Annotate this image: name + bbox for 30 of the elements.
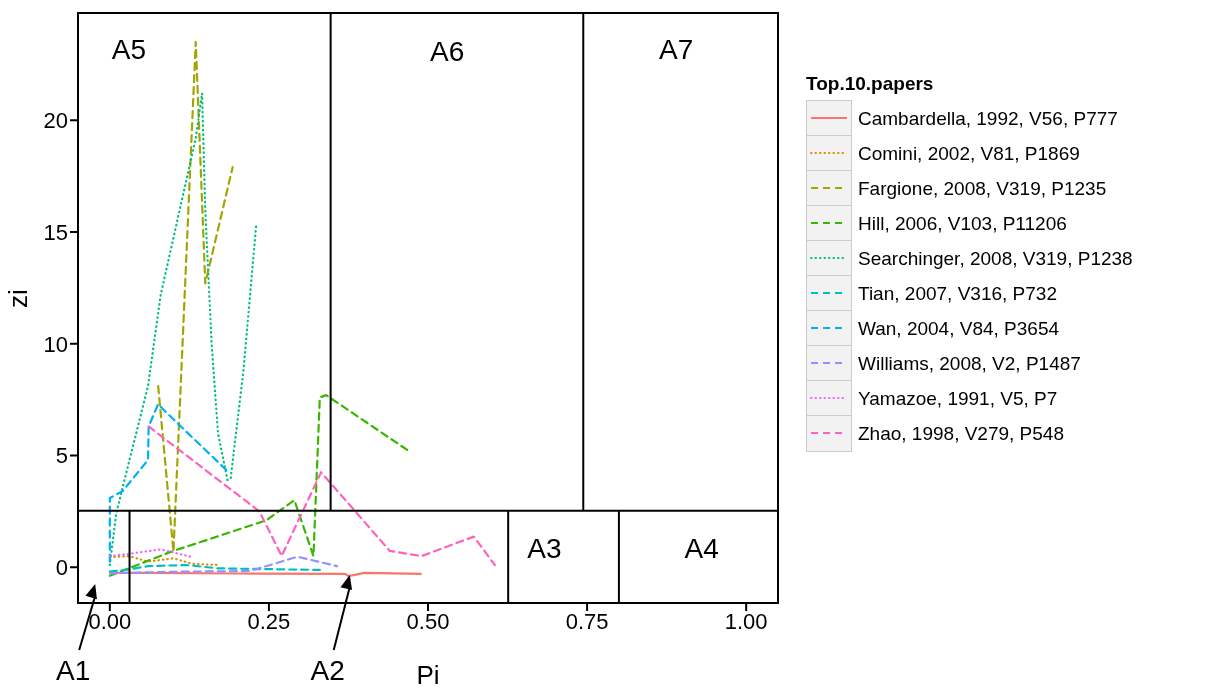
- x-tick-label: 0.00: [88, 608, 132, 634]
- y-tick-label: 20: [43, 108, 68, 134]
- y-tick-label: 5: [55, 443, 68, 469]
- x-tick-label: 0.25: [247, 608, 291, 634]
- annotation: A2: [310, 655, 345, 686]
- legend-label: Zhao, 1998, V279, P548: [858, 422, 1064, 445]
- legend-title: Top.10.papers: [806, 73, 935, 95]
- y-axis-title: zi: [3, 289, 34, 308]
- legend-label: Hill, 2006, V103, P11206: [858, 212, 1067, 235]
- legend-label: Fargione, 2008, V319, P1235: [858, 177, 1107, 200]
- x-tick-label: 1.00: [724, 608, 768, 634]
- x-tick-label: 0.50: [406, 608, 450, 634]
- legend-label: Yamazoe, 1991, V5, P7: [858, 387, 1058, 410]
- legend-label: Tian, 2007, V316, P732: [858, 282, 1057, 305]
- text: A1: [56, 655, 91, 686]
- x-axis-title: Pi: [416, 660, 440, 690]
- annotation: A5: [111, 33, 147, 65]
- y-tick-label: 15: [43, 219, 68, 245]
- legend-label: Searchinger, 2008, V319, P1238: [858, 247, 1133, 270]
- annotation: A7: [659, 33, 694, 65]
- legend-label: Cambardella, 1992, V56, P777: [858, 107, 1118, 130]
- legend-label: Wan, 2004, V84, P3654: [858, 317, 1060, 340]
- annotation: A6: [429, 35, 465, 67]
- legend-label: Williams, 2008, V2, P1487: [858, 352, 1081, 375]
- annotation: A4: [684, 533, 719, 565]
- x-tick-label: 0.75: [565, 608, 609, 634]
- y-tick-label: 0: [55, 555, 68, 581]
- legend-label: Comini, 2002, V81, P1869: [858, 142, 1080, 165]
- annotation: A3: [527, 533, 562, 565]
- y-tick-label: 10: [43, 331, 68, 357]
